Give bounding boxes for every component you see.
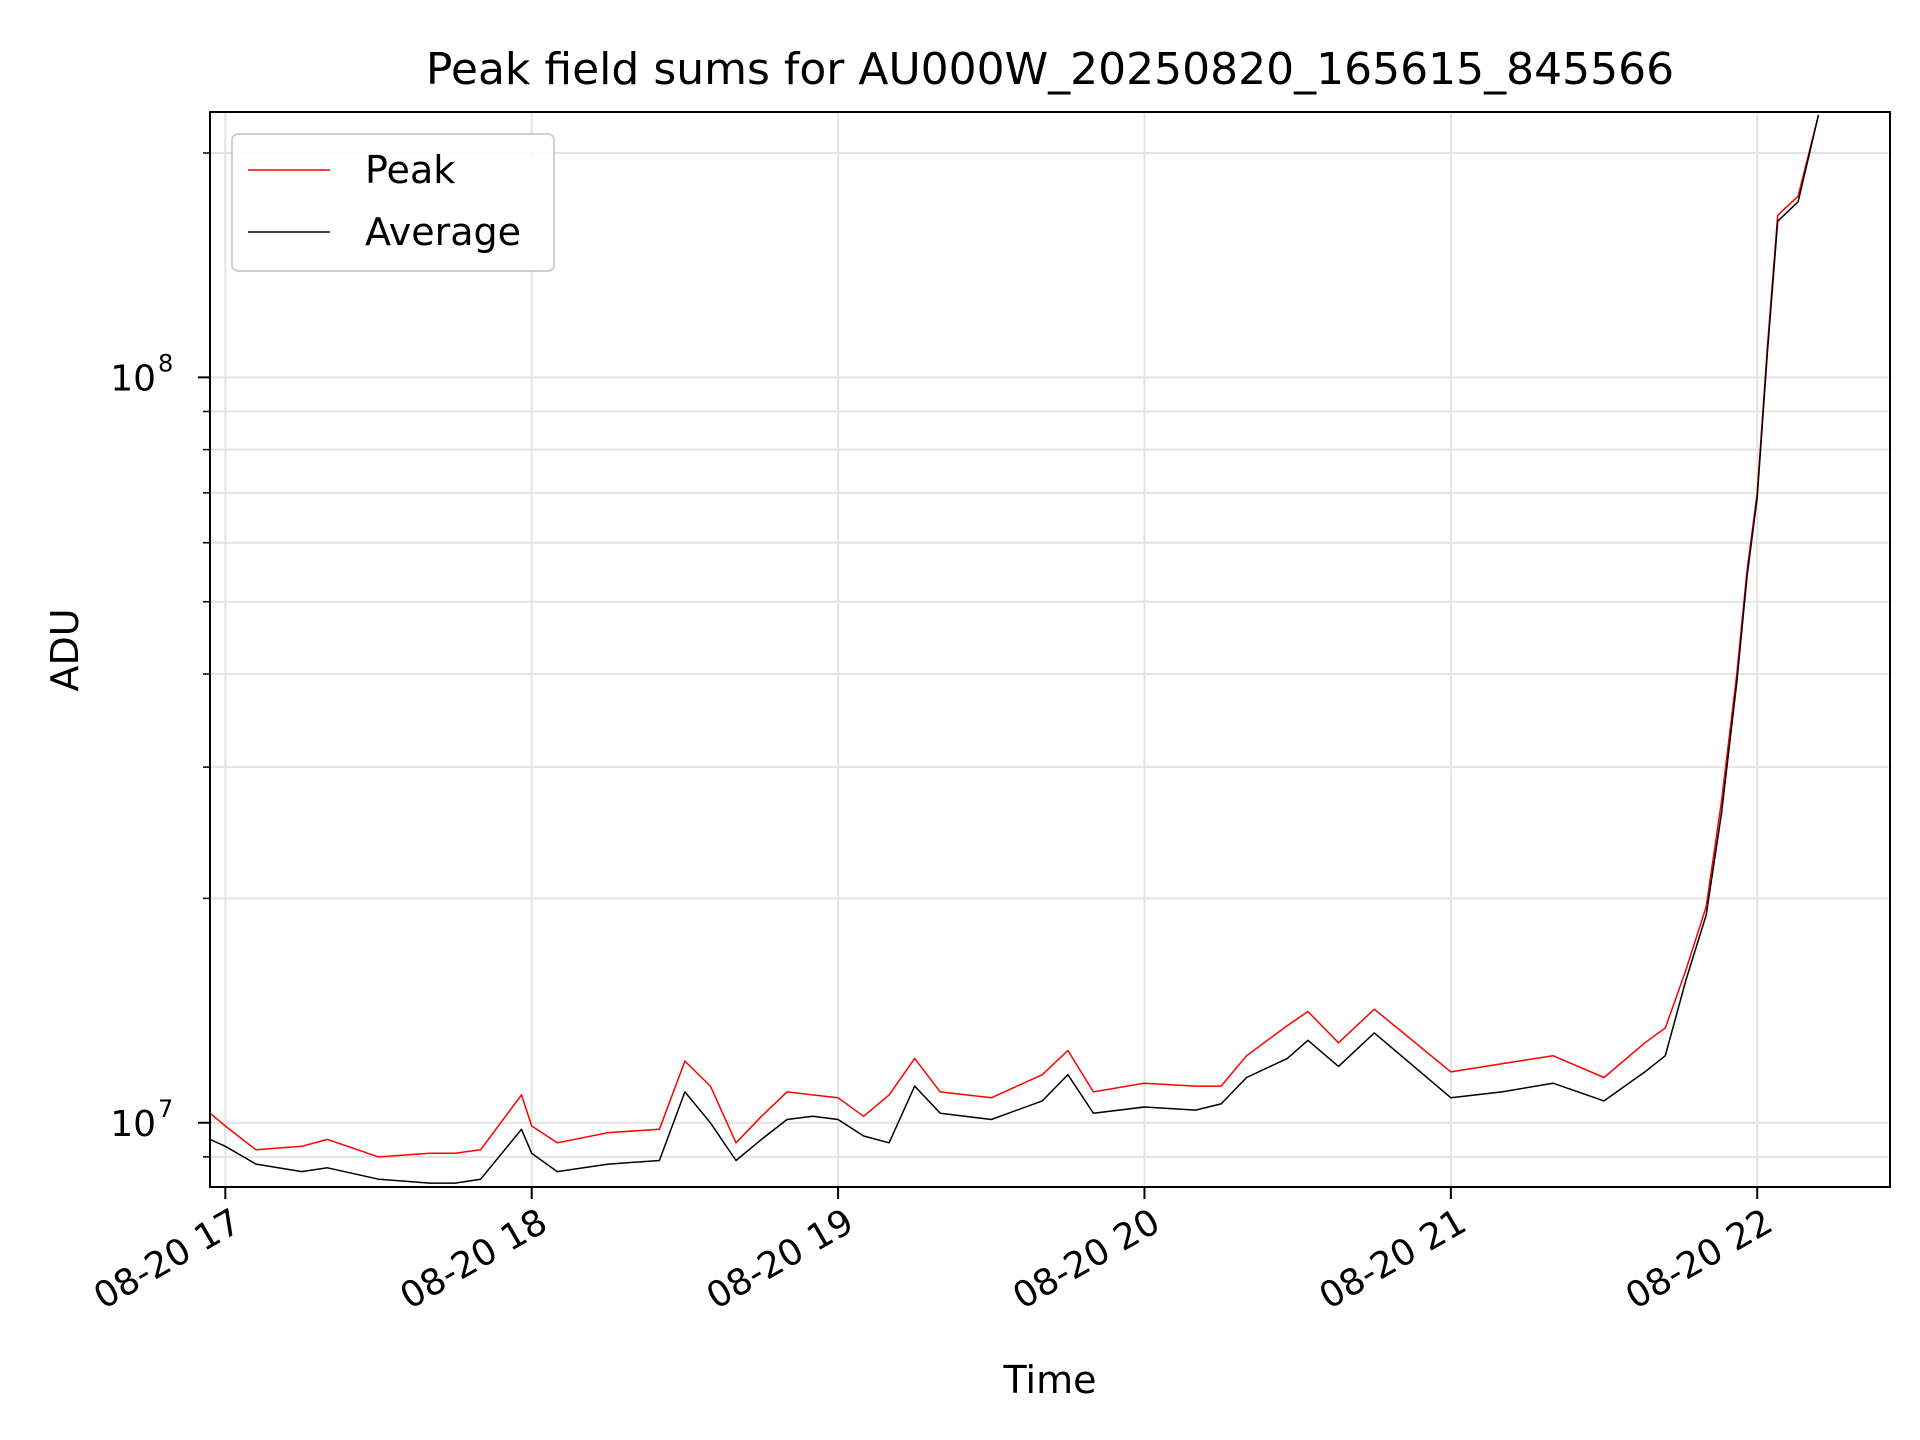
x-tick-label: 08-20 17 <box>87 1201 248 1317</box>
x-tick-label: 08-20 18 <box>394 1201 555 1317</box>
legend-label-peak: Peak <box>365 148 455 192</box>
x-tick-label: 08-20 20 <box>1006 1201 1167 1317</box>
series-line-average <box>210 114 1820 1184</box>
x-tick-label: 08-20 19 <box>700 1201 861 1317</box>
x-axis: 08-20 17 08-20 18 08-20 19 08-20 20 08-20 21… <box>87 1187 1780 1318</box>
legend-label-average: Average <box>365 210 521 254</box>
plot-area <box>210 114 1820 1184</box>
x-axis-label: Time <box>1003 1358 1097 1402</box>
y-tick-label-exponent: 8 <box>158 349 173 377</box>
x-tick-label: 08-20 21 <box>1313 1201 1474 1317</box>
y-tick-label-exponent: 7 <box>158 1095 173 1123</box>
y-tick-label: 10 <box>110 1104 156 1145</box>
chart-title: Peak field sums for AU000W_20250820_1656… <box>426 44 1674 95</box>
axes-frame <box>209 111 1891 1188</box>
y-axis-label: ADU <box>43 608 87 691</box>
series-line-peak <box>210 114 1820 1158</box>
legend: Peak Average <box>231 133 555 272</box>
legend-box <box>231 133 555 272</box>
grid <box>210 112 1890 1187</box>
x-tick-label: 08-20 22 <box>1619 1201 1780 1317</box>
y-tick-label: 10 <box>110 358 156 399</box>
